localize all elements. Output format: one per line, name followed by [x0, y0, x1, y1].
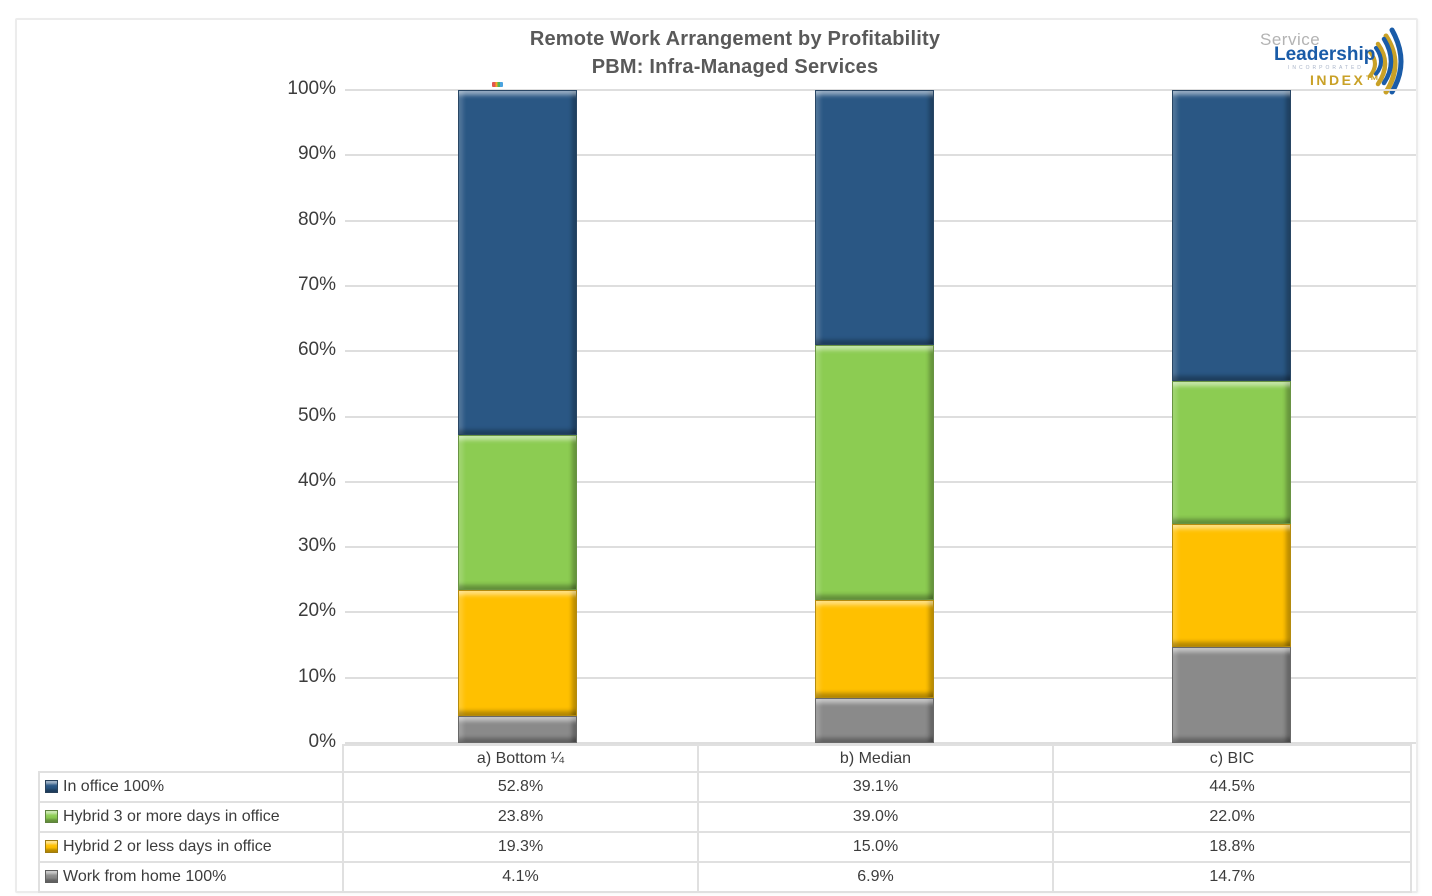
value-cell: 52.8% [342, 771, 699, 803]
value-cell: 6.9% [697, 861, 1054, 893]
legend-marker-icon [45, 840, 58, 853]
logo-text-incorporated: INCORPORATED [1288, 65, 1364, 71]
category-header-cell: c) BIC [1052, 744, 1412, 773]
value-cell: 19.3% [342, 831, 699, 863]
value-cell: 39.1% [697, 771, 1054, 803]
legend-marker-icon [45, 810, 58, 823]
bar-segment [1172, 380, 1291, 525]
bar-segment [458, 590, 577, 717]
bar-segment [815, 697, 934, 743]
value-cell: 14.7% [1052, 861, 1412, 893]
y-axis-tick-label: 60% [297, 339, 336, 361]
series-name: In office 100% [63, 778, 165, 795]
bar-segment [1172, 524, 1291, 648]
table-row: Work from home 100% 4.1% 6.9% 14.7% [38, 861, 1412, 893]
y-axis-tick-label: 90% [297, 143, 336, 165]
logo-text-service: Service [1260, 30, 1321, 49]
bar-segment [815, 345, 934, 600]
chart-title-line1: Remote Work Arrangement by Profitability [529, 28, 941, 50]
stacked-bar [1172, 90, 1291, 743]
logo-arcs-icon [1368, 27, 1404, 95]
chart-title: Remote Work Arrangement by Profitability… [300, 25, 1170, 81]
legend-marker-icon [45, 870, 58, 883]
y-axis-tick-label: 80% [297, 208, 336, 230]
legend-cell: Hybrid 2 or less days in office [38, 831, 344, 863]
y-axis-tick-label: 30% [297, 535, 336, 557]
bar-segment [815, 90, 934, 346]
legend-cell: Hybrid 3 or more days in office [38, 801, 344, 833]
table-row: Hybrid 3 or more days in office 23.8% 39.0… [38, 801, 1412, 833]
y-axis-tick-label: 70% [297, 273, 336, 295]
gridline [345, 742, 1416, 744]
value-cell: 22.0% [1052, 801, 1412, 833]
data-table: a) Bottom ¼ b) Median c) BIC In office 100%… [38, 744, 1412, 893]
value-cell: 18.8% [1052, 831, 1412, 863]
value-cell: 23.8% [342, 801, 699, 833]
table-row: Hybrid 2 or less days in office 19.3% 15.0… [38, 831, 1412, 863]
stacked-bar [458, 90, 577, 743]
category-header-cell: a) Bottom ¼ [342, 744, 699, 773]
legend-cell: In office 100% [38, 771, 344, 803]
y-axis-tick-label: 0% [308, 731, 336, 752]
category-header-cell: b) Median [697, 744, 1054, 773]
logo-text-index: INDEX™ [1310, 72, 1382, 88]
bar-segment [815, 600, 934, 698]
bar-segment [1172, 647, 1291, 743]
service-leadership-logo: Service Leadership INCORPORATED INDEX™ [1246, 22, 1412, 98]
table-header-row: a) Bottom ¼ b) Median c) BIC [39, 744, 1412, 773]
y-axis-tick-label: 50% [297, 404, 336, 426]
y-axis-tick-label: 10% [297, 665, 336, 687]
table-row: In office 100% 52.8% 39.1% 44.5% [38, 771, 1412, 803]
value-cell: 15.0% [697, 831, 1054, 863]
value-cell: 39.0% [697, 801, 1054, 833]
series-name: Work from home 100% [63, 868, 227, 885]
gridline [345, 89, 1416, 91]
bar-segment [1172, 90, 1291, 381]
series-name: Hybrid 3 or more days in office [63, 808, 280, 825]
plot-area [345, 89, 1416, 744]
value-cell: 44.5% [1052, 771, 1412, 803]
value-cell: 4.1% [342, 861, 699, 893]
logo-text-leadership: Leadership [1274, 44, 1376, 65]
bar-segment [458, 434, 577, 591]
y-axis-tick-label: 20% [297, 600, 336, 622]
y-axis-tick-label: 40% [297, 469, 336, 491]
legend-cell: Work from home 100% [38, 861, 344, 893]
render-artifact [492, 82, 503, 87]
legend-marker-icon [45, 780, 58, 793]
chart-frame [15, 18, 1418, 893]
stacked-bar [815, 90, 934, 743]
series-name: Hybrid 2 or less days in office [63, 838, 272, 855]
bar-segment [458, 90, 577, 435]
chart-title-line2: PBM: Infra-Managed Services [591, 56, 879, 78]
y-axis-tick-label: 100% [287, 78, 336, 99]
bar-segment [458, 716, 577, 743]
